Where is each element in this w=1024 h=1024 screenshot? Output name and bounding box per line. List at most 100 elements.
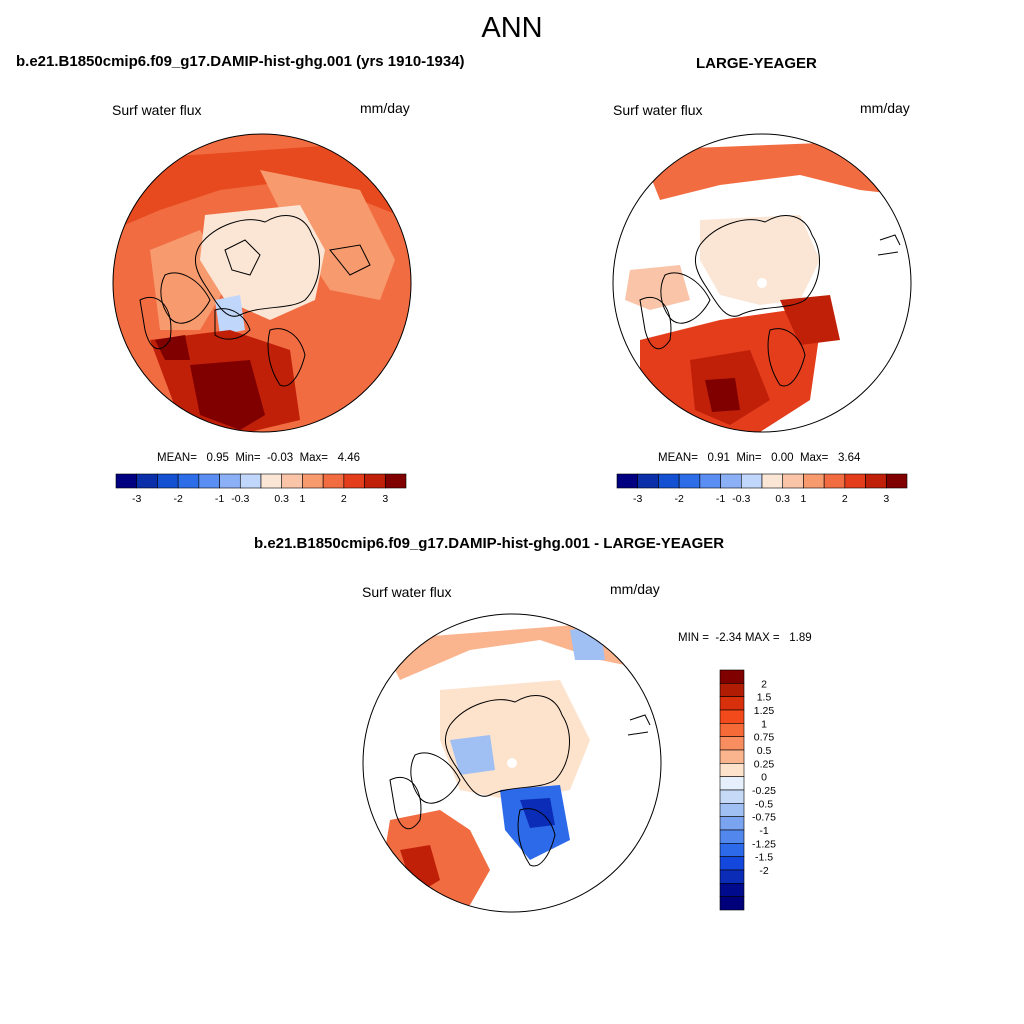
diff-colorbar-tick-label: 1 (761, 718, 767, 730)
left-min-label: Min= (235, 452, 261, 464)
diff-colorbar-tick-label: 0.5 (757, 745, 772, 757)
diff-colorbar-tick-label: -1.5 (755, 852, 773, 864)
left-colorbar-tick-label: 3 (382, 493, 388, 505)
diff-colorbar-tick-label: -2 (759, 865, 768, 877)
diff-colorbar-tick-label: 1.5 (757, 692, 772, 704)
right-colorbar-swatch (761, 473, 784, 489)
diff-colorbar-tick-label: 0.75 (754, 732, 775, 744)
diff-variable-label: Surf water flux (362, 584, 452, 600)
right-min-value: 0.00 (771, 452, 794, 464)
left-colorbar-swatch (219, 473, 241, 489)
page-title: ANN (481, 12, 543, 44)
diff-polar-map (362, 613, 662, 913)
left-colorbar-tick-label: -0.3 (231, 493, 249, 505)
left-colorbar-tick-label: 0.3 (274, 493, 289, 505)
diff-colorbar-swatch (719, 816, 745, 831)
diff-max-value: 1.89 (789, 632, 812, 644)
left-colorbar-tick-label: -1 (215, 493, 224, 505)
diff-colorbar-swatch (719, 696, 745, 711)
diff-map-border (362, 613, 662, 913)
diff-max-label: MAX = (744, 632, 780, 644)
left-stats: MEAN= 0.95 Min= -0.03 Max= 4.46 (157, 452, 360, 464)
diff-colorbar-swatch (719, 869, 745, 884)
diff-atlantic-low-field (380, 865, 405, 905)
left-colorbar-tick-label: 2 (341, 493, 347, 505)
right-colorbar-tick-label: 3 (883, 493, 889, 505)
right-colorbar-tick-label: -1 (716, 493, 725, 505)
left-colorbar-swatch (239, 473, 262, 489)
diff-colorbar-tick-label: 0.25 (754, 758, 775, 770)
left-coastlines (139, 215, 371, 387)
right-norwegian-sea-field (780, 295, 840, 345)
diff-units-label: mm/day (610, 581, 660, 597)
right-arctic-ocean-field (700, 215, 820, 305)
diff-min-value: -2.34 (715, 632, 742, 644)
left-north-pacific-field (113, 140, 410, 230)
diff-colorbar-swatch (719, 736, 745, 751)
diff-colorbar-swatch (719, 749, 745, 764)
left-arctic-siberia-field (260, 170, 395, 300)
right-gulfstream-max-field (705, 378, 740, 412)
left-mean-label: MEAN= (157, 452, 197, 464)
diff-colorbar-swatch (719, 709, 745, 724)
left-colorbar-swatch (302, 473, 324, 489)
left-colorbar-swatch (260, 473, 283, 489)
diff-coastlines (389, 695, 651, 867)
right-colorbar-swatch (782, 473, 804, 489)
right-colorbar-swatch (740, 473, 763, 489)
right-colorbar-swatch (637, 473, 659, 489)
left-colorbar-tick-label: -3 (132, 493, 141, 505)
right-stats: MEAN= 0.91 Min= 0.00 Max= 3.64 (658, 452, 860, 464)
diff-colorbar-swatch (719, 723, 745, 737)
right-colorbar-tick-label: -2 (674, 493, 683, 505)
right-colorbar-swatch (803, 473, 825, 489)
left-arctic-ocean-field (200, 205, 325, 320)
right-case-title: LARGE-YEAGER (696, 55, 817, 72)
diff-colorbar-swatch (719, 856, 745, 871)
right-colorbar-swatch (720, 473, 742, 489)
left-colorbar-tick-label: 1 (300, 493, 306, 505)
right-min-label: Min= (736, 452, 762, 464)
right-colorbar-swatch (678, 473, 701, 489)
left-min-value: -0.03 (266, 452, 294, 464)
diff-colorbar-swatch (719, 669, 745, 684)
left-colorbar-swatch (384, 473, 407, 489)
diff-colorbar-swatch (719, 843, 745, 857)
diff-colorbar-tick-label: -0.75 (752, 812, 776, 824)
right-colorbar-swatch (699, 473, 721, 489)
left-colorbar-swatch (343, 473, 365, 489)
right-colorbar-swatch (885, 473, 908, 489)
right-max-label: Max= (799, 452, 829, 464)
right-colorbar-tick-label: 0.3 (775, 493, 790, 505)
right-mean-label: MEAN= (658, 452, 698, 464)
diff-colorbar-swatch (719, 683, 745, 697)
left-gulfstream-max-field (190, 360, 265, 430)
left-units-label: mm/day (360, 100, 410, 116)
right-colorbar-swatch (658, 473, 680, 489)
diff-colorbar-tick-label: -1.25 (752, 838, 776, 850)
diff-stats: MIN = -2.34 MAX = 1.89 (678, 632, 812, 644)
left-colorbar-swatch (177, 473, 200, 489)
left-map-border (112, 133, 412, 433)
right-hudson-field (625, 265, 690, 310)
left-case-title: b.e21.B1850cmip6.f09_g17.DAMIP-hist-ghg.… (16, 53, 465, 70)
diff-atlantic-max-field (400, 845, 440, 895)
diff-colorbar-tick-label: -0.5 (755, 798, 773, 810)
left-max-value: 4.46 (337, 452, 361, 464)
right-variable-label: Surf water flux (613, 102, 703, 118)
diff-colorbar: 21.51.2510.750.50.250-0.25-0.5-0.75-1-1.… (719, 669, 776, 911)
diff-min-label: MIN = (678, 632, 709, 644)
right-colorbar-tick-label: 1 (801, 493, 807, 505)
left-colorbar-tick-label: -2 (173, 493, 182, 505)
left-colorbar-swatch (157, 473, 179, 489)
diff-colorbar-swatch (719, 896, 745, 911)
diff-colorbar-tick-label: 1.25 (754, 705, 775, 717)
left-polar-map (112, 133, 412, 433)
left-colorbar-swatch (322, 473, 345, 489)
diff-colorbar-swatch (719, 763, 745, 777)
left-variable-label: Surf water flux (112, 102, 202, 118)
diff-colorbar-swatch (719, 789, 745, 804)
left-labrador-max-field (155, 335, 190, 360)
left-mean-value: 0.95 (206, 452, 229, 464)
